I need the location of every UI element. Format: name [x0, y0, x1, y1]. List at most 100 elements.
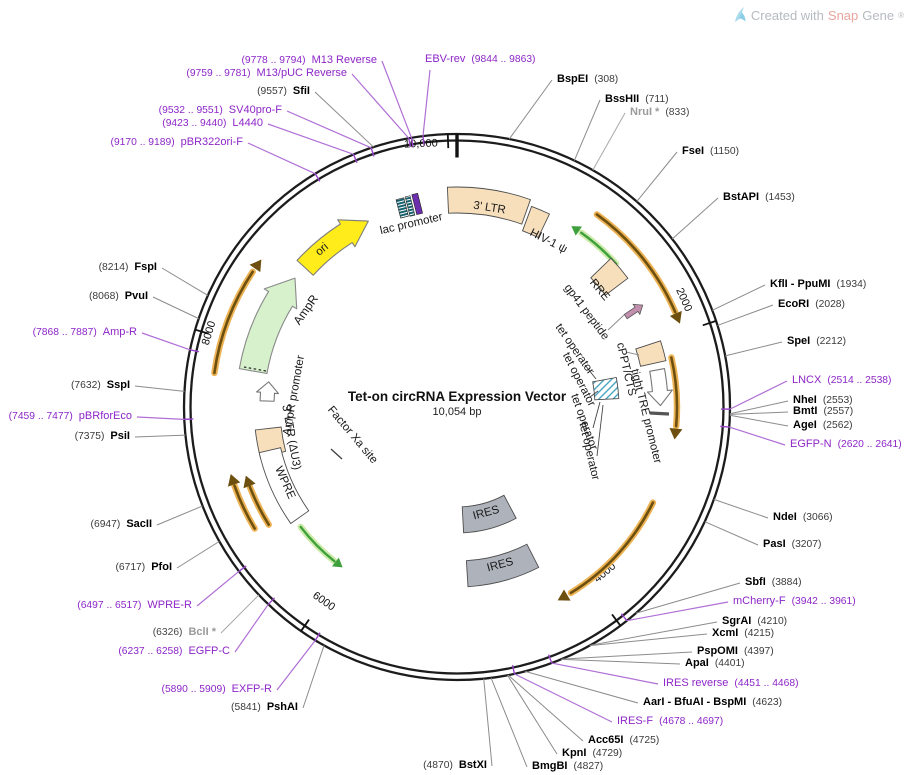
leader-line-kpnI	[507, 675, 558, 755]
feature-band-rre-band	[590, 257, 629, 296]
direction-arc-core-gold-arc-5	[248, 485, 271, 526]
line-gp41-leader	[607, 314, 625, 331]
leader-line-ires-reverse	[551, 662, 659, 685]
snapgene-logo-icon	[734, 7, 746, 22]
watermark-prefix: Created with	[750, 7, 824, 23]
leader-line-bmgBI	[490, 677, 528, 768]
leader-line-bssHII	[573, 99, 601, 161]
leader-line-acc65I	[507, 674, 584, 742]
leader-line-bstAPI	[671, 197, 719, 240]
leader-line-sgrAI	[590, 621, 718, 646]
feature-label-ltr3: 3' LTR	[472, 200, 506, 217]
primer-mark-wpre-r	[238, 565, 247, 572]
leader-line-sspI	[134, 385, 185, 392]
leader-line-ebv-rev	[422, 69, 431, 137]
plasmid-title: Tet-on circRNA Expression Vector	[347, 389, 567, 404]
primer-mark-ebv-rev	[422, 136, 425, 146]
feature-arrow-ampr-prom-arrow	[256, 381, 280, 402]
leader-line-ecoRI	[717, 304, 774, 326]
scale-tick-6000	[300, 619, 310, 632]
line-factor-xa-dash	[330, 448, 343, 460]
leader-line-pspOMI	[561, 651, 693, 660]
leader-line-bmtI	[729, 411, 789, 415]
direction-arc-core-gold-arc-6	[213, 270, 254, 375]
leader-line-nruI	[592, 112, 626, 171]
leader-line-mcherry-f	[626, 601, 729, 622]
leader-line-bclI	[220, 594, 260, 634]
feature-label-hiv1-psi: HIV-1 ψ	[528, 227, 569, 256]
primer-mark-mcherry-f	[620, 613, 628, 622]
feature-band-hiv1-psi-band	[521, 205, 551, 239]
leader-line-m13-reverse	[381, 60, 413, 139]
leader-line-pasI	[704, 521, 759, 546]
leader-line-xcmI	[589, 633, 708, 647]
leader-line-sacII	[156, 505, 203, 526]
feature-band-ltr3-band	[446, 186, 532, 225]
primer-mark-amp-r	[189, 349, 199, 353]
direction-arrowhead-green-arc-1	[571, 226, 582, 236]
gp41-peptide-arrow	[623, 303, 644, 320]
leader-line-pfoI	[176, 540, 220, 569]
leader-line-bspEI	[508, 79, 553, 140]
leader-line-ires-f	[514, 673, 613, 723]
feature-arrow-ori-arrow	[296, 219, 369, 276]
leader-line-pbr322ori-f	[247, 142, 316, 175]
direction-arrowhead-green-arc-2	[332, 557, 343, 568]
leader-line-lncx	[729, 380, 788, 410]
leader-line-l4440	[267, 123, 354, 155]
watermark-brand-snap: Snap	[827, 7, 859, 23]
line-ampr-dotted	[243, 366, 267, 372]
leader-line-ageI	[729, 414, 789, 427]
leader-line-sfiI	[314, 91, 374, 148]
leader-line-egfp-n	[729, 426, 786, 446]
feature-band-ires-band-1	[461, 494, 517, 534]
direction-arc-gold-arc-3	[567, 499, 657, 597]
leader-line-pvuI	[152, 296, 199, 320]
plasmid-title-block: Tet-on circRNA Expression Vector 10,054 …	[257, 389, 657, 418]
direction-arrowhead-gold-arc-4	[227, 474, 241, 487]
feature-band-tet-operator-band	[592, 376, 620, 401]
watermark-brand-gene: Gene	[862, 7, 895, 23]
feature-band-wpre-band	[258, 447, 310, 525]
line-tetop-leader-b	[589, 390, 599, 398]
primer-mark-exfp-r	[314, 632, 321, 641]
leader-line-bstXI	[483, 678, 493, 767]
leader-line-pshAI	[302, 645, 325, 709]
feature-arrow-ampr-arrow	[238, 277, 298, 375]
primer-mark-ires-f	[511, 664, 516, 675]
watermark-registered-mark: ®	[898, 10, 904, 20]
direction-arrowhead-gold-arc-1	[669, 310, 682, 324]
primer-mark-egfp-n	[720, 425, 730, 428]
direction-arc-core-gold-arc-2	[670, 356, 679, 428]
primer-mark-sv40pro-f	[370, 147, 375, 157]
plasmid-size: 10,054 bp	[432, 406, 482, 418]
direction-arc-core-gold-arc-4	[233, 484, 257, 530]
primer-mark-pbr322ori-f	[314, 173, 321, 182]
leader-line-sbfI	[635, 582, 741, 614]
leader-line-aarI-bfuAI-bspMI	[525, 670, 639, 704]
line-tetop-leader-c	[592, 401, 601, 429]
direction-arc-core-gold-arc-3	[569, 501, 655, 595]
leader-line-kflI-ppuMI	[712, 284, 766, 311]
leader-line-fspI	[161, 267, 209, 296]
leader-line-m13-puc-reverse	[351, 73, 410, 139]
direction-arc-core-green-arc-2	[299, 525, 336, 563]
leader-line-speI	[725, 341, 783, 357]
leader-line-pbrforEco	[136, 416, 185, 420]
scale-tick-2000	[702, 320, 717, 327]
primer-mark-l4440	[352, 154, 358, 163]
line-tre-end-bar	[649, 411, 670, 416]
line-tetop-leader-d	[596, 404, 604, 457]
leader-line-fseI	[636, 151, 678, 202]
leader-line-wpre-r	[196, 570, 240, 607]
leader-line-exfp-r	[276, 640, 316, 691]
scale-tick-label-8000: 8000	[200, 320, 219, 347]
leader-line-amp-r	[141, 332, 191, 351]
snapgene-watermark: Created with Snap Gene ®	[732, 6, 904, 24]
leader-line-ndeI	[713, 498, 769, 519]
direction-arrowhead-gold-arc-6	[249, 259, 262, 273]
primer-mark-m13-puc-reverse	[408, 138, 412, 148]
line-cppt-leader	[625, 351, 640, 356]
direction-arrowhead-gold-arc-5	[243, 475, 256, 489]
